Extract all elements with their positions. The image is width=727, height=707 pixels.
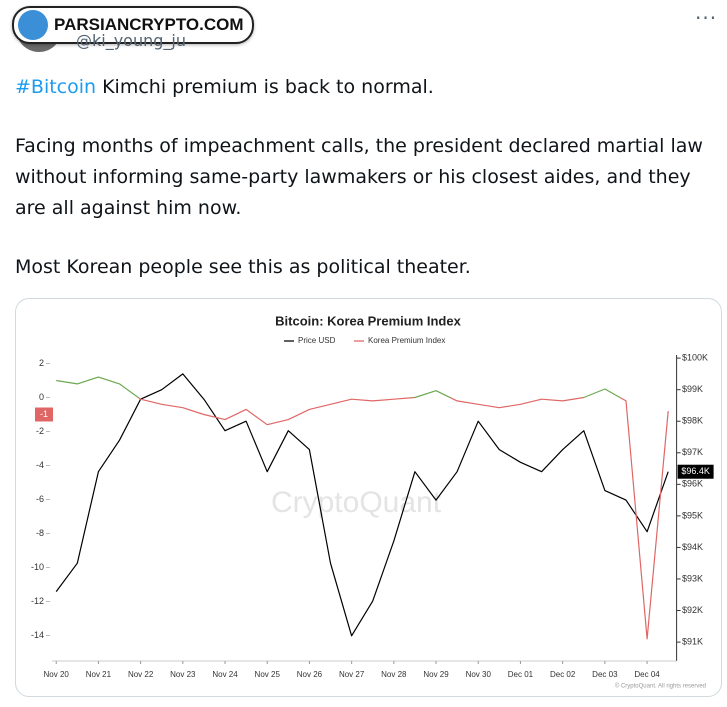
y-tick-label: -10 <box>31 562 44 572</box>
y2-tick-label: $93K <box>682 573 703 583</box>
value-label: -1 <box>40 409 48 419</box>
x-tick-label: Nov 29 <box>423 670 449 679</box>
y-tick-label: 2 <box>39 358 44 368</box>
x-tick-label: Nov 24 <box>212 670 238 679</box>
y2-tick-label: $96K <box>682 479 703 489</box>
x-tick-label: Dec 03 <box>592 670 618 679</box>
legend-label: Price USD <box>298 336 336 345</box>
chart-card[interactable]: Bitcoin: Korea Premium Index CryptoQuant… <box>15 298 722 697</box>
x-tick-label: Dec 04 <box>634 670 660 679</box>
x-tick-label: Nov 21 <box>86 670 112 679</box>
series-line <box>56 376 669 640</box>
more-menu[interactable]: ··· <box>695 6 718 30</box>
x-tick-label: Nov 20 <box>44 670 70 679</box>
watermark-badge: PARSIANCRYPTO.COM <box>12 6 254 44</box>
y-tick-label: -6 <box>36 494 44 504</box>
y-tick-label: -12 <box>31 596 44 606</box>
credit: © CryptoQuant. All rights reserved <box>615 683 706 690</box>
y2-tick-label: $94K <box>682 542 703 552</box>
handle[interactable]: @ki_young_ju <box>76 31 186 50</box>
chart: Bitcoin: Korea Premium Index CryptoQuant… <box>31 313 714 690</box>
tweet-text: #Bitcoin Kimchi premium is back to normal… <box>15 72 720 311</box>
x-tick-label: Nov 27 <box>339 670 365 679</box>
paragraph: Facing months of impeachment calls, the … <box>15 135 703 219</box>
x-tick-label: Dec 01 <box>508 670 534 679</box>
paragraph: Most Korean people see this as political… <box>15 256 471 278</box>
x-tick-label: Nov 23 <box>170 670 196 679</box>
y-tick-label: -14 <box>31 630 44 640</box>
y-tick-label: -2 <box>36 426 44 436</box>
chart-title: Bitcoin: Korea Premium Index <box>275 313 461 328</box>
chart-watermark: CryptoQuant <box>271 486 442 519</box>
value-label-box <box>35 407 53 422</box>
value-label: $96.4K <box>681 466 710 476</box>
hashtag[interactable]: #Bitcoin <box>15 76 97 98</box>
y2-tick-label: $95K <box>682 510 703 520</box>
series-line <box>55 373 669 637</box>
y-tick-label: -4 <box>36 460 44 470</box>
y2-tick-label: $92K <box>682 605 703 615</box>
paragraph: #Bitcoin Kimchi premium is back to normal… <box>15 72 720 103</box>
x-tick-label: Dec 02 <box>550 670 576 679</box>
y2-tick-label: $98K <box>682 416 703 426</box>
y2-tick-label: $91K <box>682 636 703 646</box>
x-tick-label: Nov 25 <box>255 670 281 679</box>
y2-tick-label: $97K <box>682 447 703 457</box>
legend-label: Korea Premium Index <box>368 336 445 345</box>
x-tick-label: Nov 28 <box>381 670 407 679</box>
x-tick-label: Nov 22 <box>128 670 154 679</box>
x-tick-label: Nov 30 <box>466 670 492 679</box>
y2-tick-label: $99K <box>682 384 703 394</box>
y2-tick-label: $100K <box>682 353 708 363</box>
text: Kimchi premium is back to normal. <box>102 76 434 98</box>
x-tick-label: Nov 26 <box>297 670 323 679</box>
y-tick-label: -8 <box>36 528 44 538</box>
value-label-box <box>677 464 714 479</box>
watermark-text: PARSIANCRYPTO.COM <box>54 15 244 34</box>
y-tick-label: 0 <box>39 392 44 402</box>
